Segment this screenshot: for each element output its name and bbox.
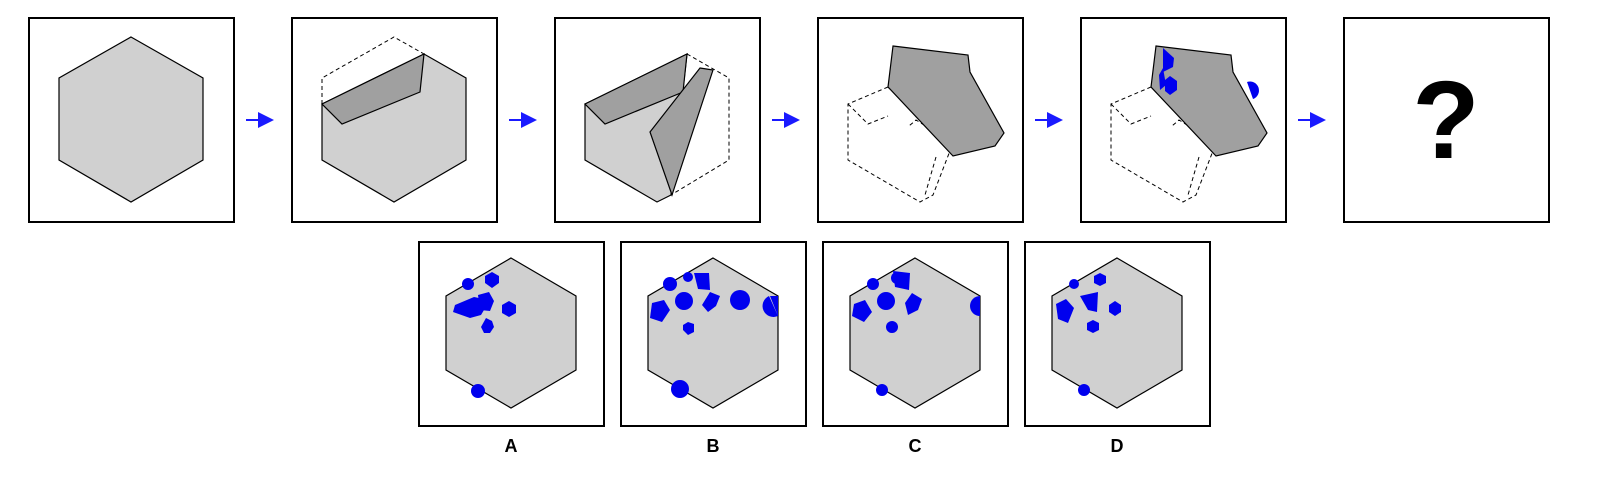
option-d[interactable] xyxy=(1024,241,1211,427)
option-c[interactable] xyxy=(822,241,1009,427)
option-a-label: A xyxy=(505,436,518,456)
step-1-panel xyxy=(28,17,235,223)
folded-stack xyxy=(887,45,1005,157)
folded-flap-2 xyxy=(649,67,714,197)
option-d-label: D xyxy=(1111,436,1124,456)
option-a[interactable] xyxy=(418,241,605,427)
question-mark: ? xyxy=(1412,59,1479,182)
hole-semicircle xyxy=(1247,81,1260,99)
fold-outline-dashed xyxy=(321,36,425,104)
option-b-label: B xyxy=(707,436,720,456)
step-2-panel xyxy=(291,17,498,223)
option-b[interactable] xyxy=(620,241,807,427)
paper-hexagon xyxy=(58,36,204,203)
step-5-panel xyxy=(1080,17,1287,223)
hole-square xyxy=(1163,48,1174,72)
hole-edge xyxy=(1159,68,1166,90)
step-3-panel xyxy=(554,17,761,223)
hole-hexagon xyxy=(1165,76,1177,95)
folded-flap xyxy=(320,52,425,125)
step-4-panel xyxy=(817,17,1024,223)
fold-outline-dashed xyxy=(670,53,730,196)
question-panel: ? xyxy=(1343,17,1550,223)
option-c-label: C xyxy=(909,436,922,456)
